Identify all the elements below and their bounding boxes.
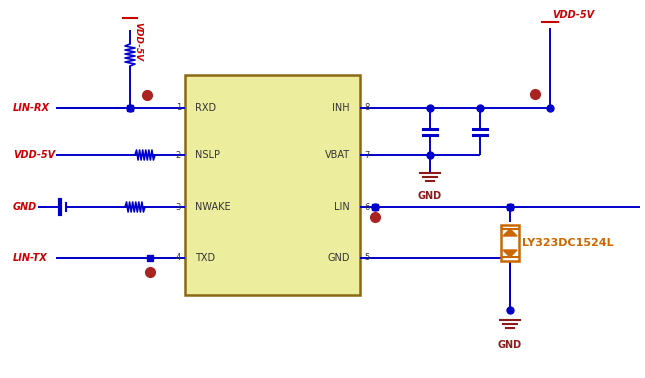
Text: LIN-RX: LIN-RX	[13, 103, 50, 113]
Text: LIN: LIN	[334, 202, 350, 212]
Polygon shape	[503, 229, 517, 236]
Text: 1: 1	[175, 104, 181, 113]
Text: GND: GND	[498, 340, 522, 350]
Text: TXD: TXD	[195, 253, 215, 263]
Text: LY323DC1524L: LY323DC1524L	[522, 238, 613, 248]
Text: 2: 2	[175, 150, 181, 160]
Text: NWAKE: NWAKE	[195, 202, 231, 212]
Text: LIN-TX: LIN-TX	[13, 253, 48, 263]
Text: RXD: RXD	[195, 103, 216, 113]
Text: VDD-5V: VDD-5V	[133, 22, 142, 61]
Text: 8: 8	[364, 104, 370, 113]
Text: 3: 3	[175, 203, 181, 212]
Text: GND: GND	[418, 191, 442, 201]
Text: 5: 5	[364, 254, 369, 262]
Text: VDD-5V: VDD-5V	[13, 150, 55, 160]
Text: VBAT: VBAT	[325, 150, 350, 160]
Text: 6: 6	[364, 203, 370, 212]
Polygon shape	[503, 250, 517, 257]
Text: GND: GND	[328, 253, 350, 263]
Text: INH: INH	[332, 103, 350, 113]
Text: VDD-5V: VDD-5V	[552, 10, 594, 20]
Bar	[501, 225, 519, 261]
Bar	[185, 75, 360, 295]
Text: 4: 4	[175, 254, 181, 262]
Text: 7: 7	[364, 150, 370, 160]
Text: GND: GND	[13, 202, 37, 212]
Text: NSLP: NSLP	[195, 150, 220, 160]
